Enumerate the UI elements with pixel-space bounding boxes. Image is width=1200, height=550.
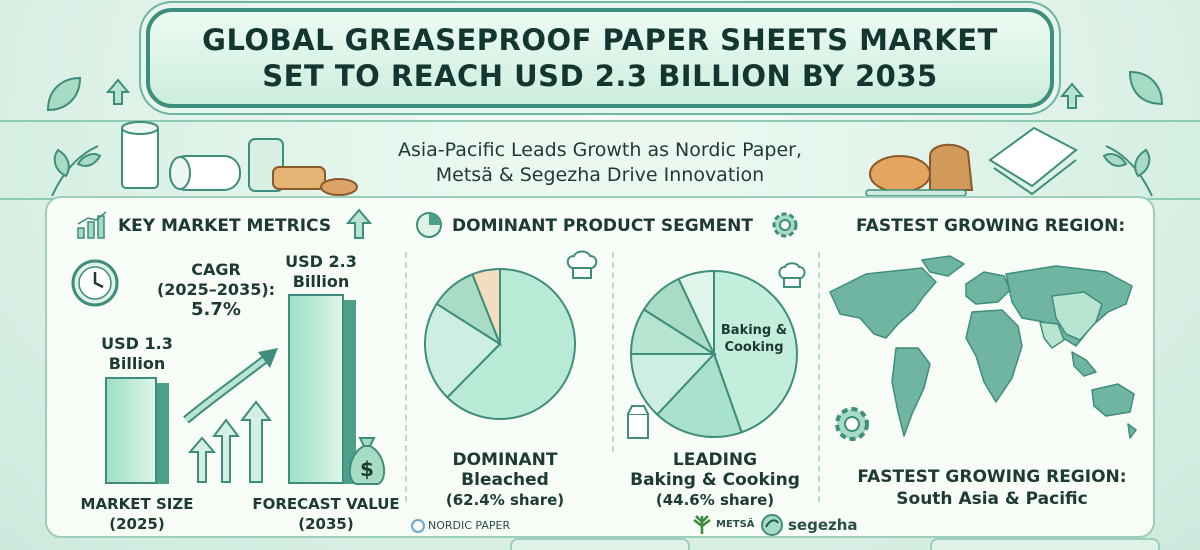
bar1-caption-line1: MARKET SIZE [80,495,194,513]
bottom-tab-right [930,538,1160,550]
region-caption-line1: FASTEST GROWING REGION: [857,467,1127,487]
title-banner: GLOBAL GREASEPROOF PAPER SHEETS MARKET S… [146,8,1054,108]
cagr-block: CAGR (2025–2035): 5.7% [146,260,286,320]
food-container-icon [248,138,358,196]
pie2-inner-label: Baking & Cooking [704,322,804,356]
pie2-caption: LEADING Baking & Cooking (44.6% share) [612,450,818,510]
pie1-caption-line2: Bleached [461,470,549,490]
cagr-period: (2025–2035): [156,280,276,299]
arrow-up-icon-left [105,78,131,105]
pie2-slice-3 [629,353,717,416]
pie2-slice-6 [677,269,715,355]
nordic-paper-logo-icon [411,519,425,533]
bar-chart-icon [77,211,107,239]
arrow-up-icon-right [1059,82,1085,109]
leaf-icon-right [1128,70,1164,106]
gear-icon [772,212,798,238]
segezha-logo: segezha [788,516,858,534]
pie1-slice-1 [445,267,576,420]
metsa-logo-icon [693,515,711,534]
pie-chart-application [629,269,798,438]
svg-text:$: $ [360,457,374,481]
segezha-logo-icon [761,514,783,536]
bar1-caption-line2: (2025) [109,515,165,533]
divider-middle [612,252,614,452]
metrics-heading: KEY MARKET METRICS [118,216,332,236]
bar-2035-side [342,300,356,484]
bar1-value-line2: Billion [108,354,166,373]
paper-roll-icon [121,121,241,191]
cagr-value: 5.7% [191,299,241,320]
region-heading: FASTEST GROWING REGION: [856,216,1126,236]
title-line-1: GLOBAL GREASEPROOF PAPER SHEETS MARKET [202,23,998,57]
bread-basket-icon [865,143,974,197]
segment-heading: DOMINANT PRODUCT SEGMENT [452,216,754,236]
bar-2025-side [155,383,169,484]
pie1-caption: DOMINANT Bleached (62.4% share) [420,450,590,510]
pie1-slice-2 [424,302,502,399]
pie2-slice-2 [655,352,743,438]
gear-icon-region [835,407,869,441]
bar2-caption-line1: FORECAST VALUE [252,495,400,513]
subtitle-line-2: Metsä & Segezha Drive Innovation [435,164,765,186]
leaf-branch-icon-left [51,145,102,197]
title-line-2: SET TO REACH USD 2.3 BILLION BY 2035 [262,59,938,93]
milk-carton-icon [627,405,649,439]
nordic-paper-logo: NORDIC PAPER [428,519,511,532]
bar1-value-label: USD 1.3 Billion [92,334,182,374]
pie-chart-bleached [424,267,576,420]
region-caption-line2: South Asia & Pacific [896,489,1088,509]
money-bag-icon: $ [348,437,386,485]
cagr-label: CAGR [191,260,241,279]
pie1-caption-line3: (62.4% share) [445,491,565,509]
pie1-caption-line1: DOMINANT [452,450,558,470]
arrow-up-icon-metrics [345,208,373,239]
region-caption: FASTEST GROWING REGION: South Asia & Pac… [836,466,1148,510]
bar2-value-label: USD 2.3 Billion [276,252,366,292]
bar2-caption: FORECAST VALUE (2035) [236,494,416,534]
leaf-icon-left [46,76,82,112]
bar2-value-line2: Billion [292,272,350,291]
leaf-branch-icon-right [1102,145,1153,197]
bar2-value-line1: USD 2.3 [285,252,357,271]
paper-sheets-icon [988,126,1078,196]
chef-hat-icon-2 [778,262,806,288]
pie2-inner-line1: Baking & [720,323,788,338]
bar1-caption: MARKET SIZE (2025) [62,494,212,534]
growth-arrows-icon [183,348,278,483]
clock-icon [71,259,119,307]
pie2-caption-line2: Baking & Cooking [630,470,800,490]
pie1-slice-4 [471,267,501,345]
bar2-caption-line2: (2035) [298,515,354,533]
divider-right [818,252,820,502]
subtitle: Asia-Pacific Leads Growth as Nordic Pape… [330,138,870,188]
world-map [829,255,1137,439]
bar-2035 [288,294,344,484]
pie2-inner-line2: Cooking [724,340,784,355]
bar-2025 [105,377,157,484]
metsa-logo: METSÄ [716,519,755,530]
bottom-tab-left [510,538,690,550]
subtitle-line-1: Asia-Pacific Leads Growth as Nordic Pape… [397,139,803,161]
bar1-value-line1: USD 1.3 [101,334,173,353]
chef-hat-icon-1 [566,250,598,279]
pie2-caption-line1: LEADING [672,450,758,470]
pie-chart-icon [416,212,442,238]
pie2-caption-line3: (44.6% share) [655,491,775,509]
pie2-slice-1 [713,269,798,434]
divider-left [405,252,407,502]
